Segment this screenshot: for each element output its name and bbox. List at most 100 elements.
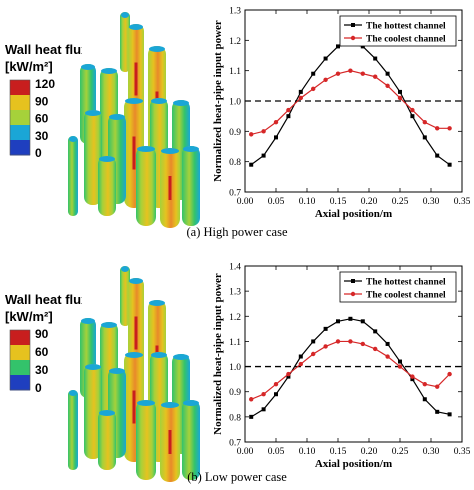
- data-point-hottest: [398, 89, 402, 94]
- pipe-body: [68, 136, 78, 216]
- colorbar-tick-label: 120: [35, 77, 55, 91]
- pipe-end: [85, 364, 101, 370]
- data-point-coolest: [385, 354, 390, 359]
- data-point-coolest: [249, 397, 254, 402]
- colorbar-a: Wall heat flux [kW/m²] 120 90 60 30 0: [5, 42, 82, 160]
- colorbar-tick-label: 30: [35, 129, 49, 143]
- pipe-end: [149, 46, 165, 52]
- line-chart-b: 0.7 0.8 0.9 1.0 1.1 1.2 1.3 1.4 0.00 0.05 0.10 0.15…: [212, 263, 471, 471]
- pipe-hotspot: [134, 62, 138, 96]
- data-point-hottest: [422, 135, 427, 140]
- x-tick-label: 0.10: [299, 447, 316, 457]
- data-point-coolest: [447, 371, 452, 377]
- y-tick-label: 0.9: [229, 388, 241, 398]
- pipe-section: [98, 156, 116, 216]
- data-point-hottest: [447, 162, 452, 167]
- y-tick-label: 1.1: [229, 67, 241, 77]
- x-tick-label: 0.15: [330, 197, 347, 207]
- pipe-end: [129, 278, 143, 284]
- pipe-end: [109, 114, 125, 120]
- data-point-coolest: [397, 95, 403, 101]
- pipe-section: [136, 146, 156, 226]
- x-tick-label: 0.30: [423, 197, 440, 207]
- data-point-hottest: [385, 71, 390, 76]
- colorbar-frame: [9, 79, 31, 156]
- pipe-body: [120, 12, 130, 72]
- pipe-body: [84, 364, 102, 459]
- pipe-end: [101, 322, 117, 328]
- data-point-hottest: [410, 114, 415, 119]
- x-tick-label: 0.05: [268, 447, 285, 457]
- legend-label: The hottest channel: [366, 278, 446, 288]
- legend-label: The coolest channel: [366, 291, 446, 301]
- y-axis-label: Normalized heat-pipe input power: [212, 273, 224, 435]
- heat-flux-contour-b: [68, 266, 200, 482]
- data-point-hottest: [360, 44, 365, 49]
- data-point-hottest: [298, 354, 303, 359]
- pipe-end: [149, 300, 165, 306]
- pipe-end: [151, 352, 167, 358]
- pipe-end: [81, 64, 95, 70]
- data-point-hottest: [348, 316, 353, 321]
- colorbar-title: Wall heat flux: [5, 42, 82, 57]
- colorbar-unit: [kW/m²]: [5, 59, 53, 74]
- colorbar-band: [10, 140, 30, 156]
- data-point-coolest: [397, 364, 403, 369]
- data-point-coolest: [360, 341, 365, 347]
- pipe-end: [161, 148, 179, 154]
- data-point-hottest: [373, 329, 378, 334]
- colorbar-tick-label: 0: [35, 381, 42, 395]
- legend-swatch-marker: [350, 35, 356, 41]
- caption-a: (a) High power case: [186, 225, 288, 239]
- pipe-end: [137, 146, 155, 152]
- colorbar-tick-label: 30: [35, 363, 49, 377]
- pipe-end: [109, 368, 125, 374]
- colorbar-frame: [9, 329, 31, 391]
- colorbar-tick-label: 90: [35, 94, 49, 108]
- colorbar-band: [10, 80, 30, 96]
- data-point-coolest: [298, 361, 303, 367]
- pipe-section: [84, 364, 102, 459]
- data-point-coolest: [447, 126, 452, 131]
- pipe-hotspot: [168, 430, 172, 454]
- pipe-end: [85, 110, 101, 116]
- data-point-hottest: [261, 407, 266, 412]
- colorbar-band: [10, 345, 30, 361]
- data-point-hottest: [373, 56, 378, 61]
- y-tick-label: 1.0: [229, 98, 241, 108]
- legend-swatch-marker: [351, 279, 355, 283]
- pipe-end: [151, 98, 167, 104]
- pipe-end: [125, 352, 143, 358]
- pipe-body: [182, 146, 200, 226]
- data-point-hottest: [249, 414, 254, 419]
- pipe-end: [161, 402, 179, 408]
- data-point-coolest: [273, 381, 279, 387]
- pipe-end: [101, 68, 117, 74]
- data-point-coolest: [348, 339, 353, 344]
- data-point-hottest: [298, 89, 303, 94]
- pipe-body: [120, 266, 130, 326]
- data-point-hottest: [286, 114, 291, 119]
- pipe-body: [136, 400, 156, 480]
- pipe-end: [173, 354, 189, 360]
- caption-b: (b) Low power case: [187, 470, 287, 484]
- data-point-hottest: [311, 339, 316, 344]
- line-chart-a: 0.7 0.8 0.9 1.0 1.1 1.2 1.3 0.00 0.05 0.10 0.15 0.2…: [212, 7, 471, 221]
- x-tick-label: 0.15: [330, 447, 347, 457]
- data-point-coolest: [335, 71, 341, 76]
- data-point-hottest: [360, 319, 365, 324]
- data-point-hottest: [447, 412, 452, 417]
- data-point-coolest: [286, 107, 291, 113]
- data-point-coolest: [385, 83, 390, 89]
- legend-swatch-marker: [351, 23, 355, 27]
- colorbar-band: [10, 95, 30, 111]
- pipe-section: [182, 400, 200, 480]
- y-tick-label: 0.9: [229, 128, 241, 138]
- pipe-section: [120, 12, 130, 72]
- data-point-hottest: [323, 56, 328, 61]
- colorbar-b: Wall heat flux [kW/m²] 90 60 30 0: [5, 292, 82, 395]
- data-point-coolest: [311, 351, 316, 357]
- data-point-coolest: [348, 68, 353, 73]
- data-point-hottest: [336, 44, 340, 49]
- data-point-coolest: [360, 71, 365, 76]
